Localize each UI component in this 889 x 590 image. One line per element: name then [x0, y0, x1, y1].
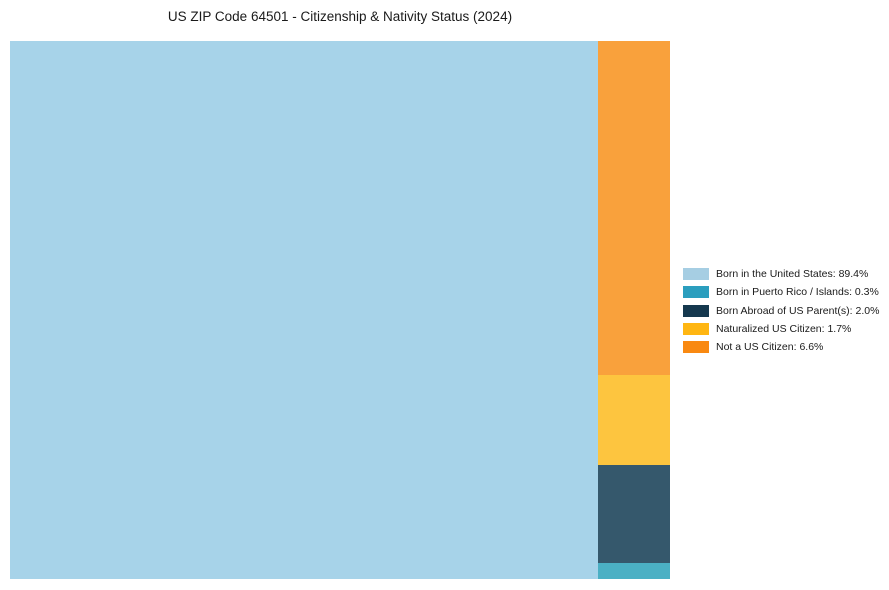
treemap-tile-born-abroad-of-us-parents	[598, 465, 670, 563]
legend-label-naturalized-us-citizen: Naturalized US Citizen: 1.7%	[716, 323, 852, 336]
legend-swatch-not-a-us-citizen	[683, 341, 709, 354]
legend-label-born-abroad-of-us-parents: Born Abroad of US Parent(s): 2.0%	[716, 304, 880, 317]
chart-title: US ZIP Code 64501 - Citizenship & Nativi…	[167, 9, 513, 24]
legend-label-born-in-puerto-rico-islands: Born in Puerto Rico / Islands: 0.3%	[716, 286, 879, 299]
legend-label-not-a-us-citizen: Not a US Citizen: 6.6%	[716, 341, 824, 354]
treemap-plot	[10, 41, 670, 579]
legend-item-born-abroad-of-us-parents: Born Abroad of US Parent(s): 2.0%	[683, 302, 879, 320]
legend-item-not-a-us-citizen: Not a US Citizen: 6.6%	[683, 338, 879, 356]
legend-item-born-in-puerto-rico-islands: Born in Puerto Rico / Islands: 0.3%	[683, 283, 879, 301]
legend-item-naturalized-us-citizen: Naturalized US Citizen: 1.7%	[683, 320, 879, 338]
legend-swatch-born-in-united-states	[683, 268, 709, 281]
treemap-tile-born-in-united-states	[10, 41, 598, 579]
treemap-tile-naturalized-us-citizen	[598, 375, 670, 465]
legend-label-born-in-united-states: Born in the United States: 89.4%	[716, 268, 869, 281]
treemap-tile-not-a-us-citizen	[598, 41, 670, 375]
legend-swatch-born-in-puerto-rico-islands	[683, 286, 709, 299]
legend: Born in the United States: 89.4% Born in…	[683, 265, 879, 356]
treemap-tile-born-in-puerto-rico-islands	[598, 563, 670, 579]
legend-item-born-in-united-states: Born in the United States: 89.4%	[683, 265, 879, 283]
legend-swatch-born-abroad-of-us-parents	[683, 304, 709, 317]
legend-swatch-naturalized-us-citizen	[683, 323, 709, 336]
